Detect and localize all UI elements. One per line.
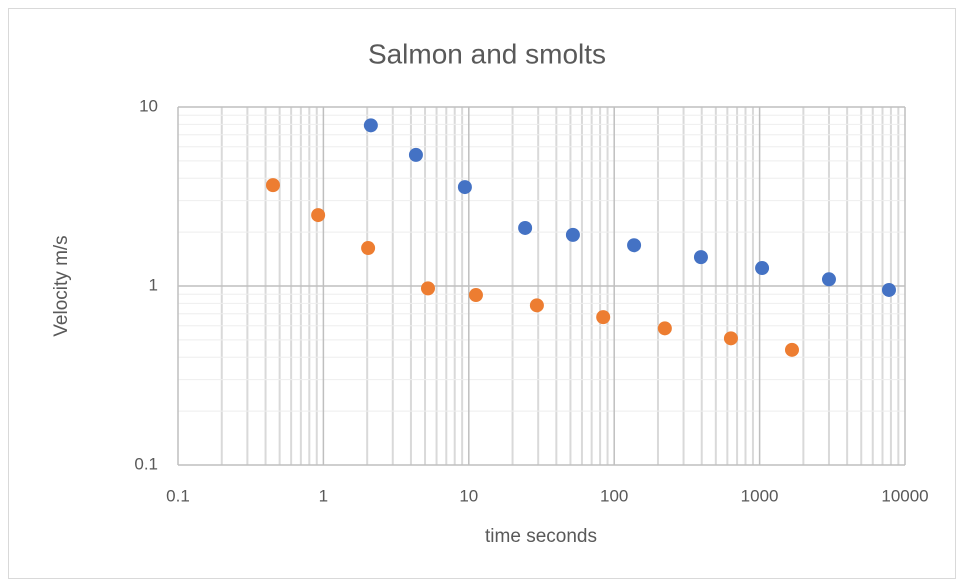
y-tick-label: 0.1	[134, 454, 158, 473]
data-point	[723, 331, 738, 346]
data-point	[420, 281, 435, 296]
data-point	[468, 288, 483, 303]
x-tick-label: 10	[459, 486, 478, 505]
data-point	[565, 227, 580, 242]
data-point	[408, 147, 423, 162]
data-point	[784, 342, 799, 357]
data-point	[363, 118, 378, 133]
x-tick-label: 1000	[741, 486, 779, 505]
x-tick-label: 10000	[881, 486, 928, 505]
data-point	[361, 241, 376, 256]
x-tick-label: 0.1	[166, 486, 190, 505]
data-point	[311, 208, 326, 223]
y-tick-label: 1	[149, 275, 158, 294]
data-point	[457, 180, 472, 195]
data-point	[596, 310, 611, 325]
x-tick-label: 100	[600, 486, 628, 505]
data-point	[821, 272, 836, 287]
chart-title: Salmon and smolts	[368, 38, 606, 69]
data-point	[881, 282, 896, 297]
y-tick-label: 10	[139, 96, 158, 115]
x-tick-label: 1	[319, 486, 328, 505]
data-point	[529, 298, 544, 313]
data-point	[693, 250, 708, 265]
data-point	[657, 321, 672, 336]
y-axis-title: Velocity m/s	[51, 235, 72, 336]
data-point	[755, 261, 770, 276]
data-point	[518, 220, 533, 235]
x-axis-title: time seconds	[485, 526, 597, 547]
data-point	[265, 178, 280, 193]
data-point	[627, 238, 642, 253]
